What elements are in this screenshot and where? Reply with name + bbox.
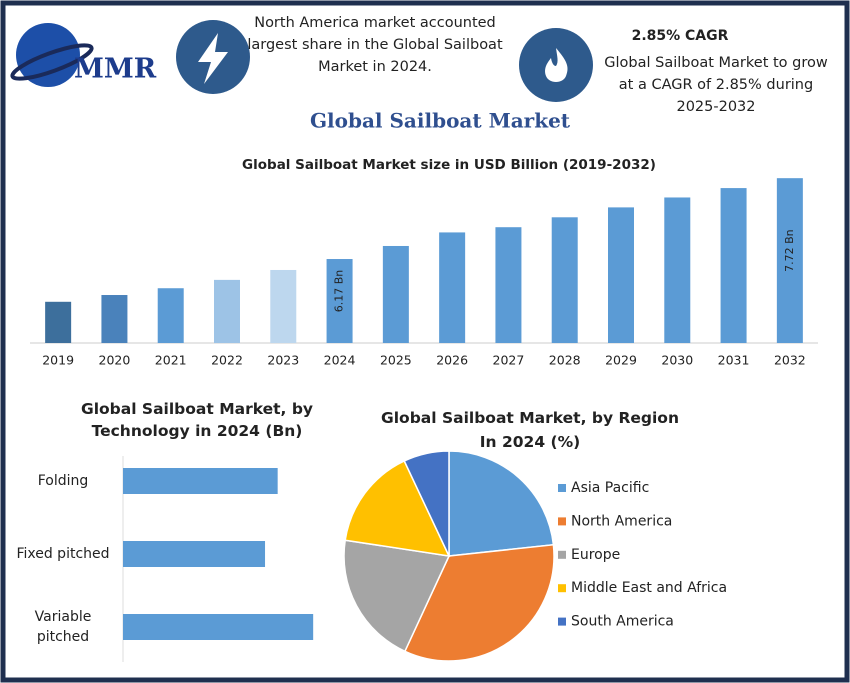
x-tick-label: 2019 [42, 353, 74, 368]
x-tick-label: 2031 [718, 353, 750, 368]
bar [123, 614, 314, 640]
cagr-title: 2.85% CAGR [632, 28, 729, 44]
bar [123, 468, 278, 494]
x-tick-label: 2026 [436, 353, 468, 368]
cagr-text: Global Sailboat Market to grow at a CAGR… [604, 55, 828, 115]
legend-marker [558, 517, 566, 526]
chart-title: Global Sailboat Market size in USD Billi… [242, 157, 656, 173]
x-tick-label: 2032 [774, 353, 806, 368]
pie-slice [448, 450, 555, 557]
bar [439, 232, 466, 343]
bar [214, 279, 240, 343]
bar [495, 227, 522, 343]
legend-label: South America [571, 614, 674, 630]
icon-circle [519, 28, 593, 102]
bar [720, 188, 747, 343]
bar [123, 541, 266, 567]
bar [776, 178, 803, 343]
x-tick-label: 2021 [155, 353, 187, 368]
bar [101, 295, 128, 343]
legend-label: Asia Pacific [571, 480, 649, 496]
pie-slice [403, 450, 450, 557]
pie-slice [343, 539, 451, 653]
y-tick-label: Variable pitched [34, 609, 92, 645]
bar [270, 269, 297, 343]
x-tick-label: 2024 [324, 353, 356, 368]
bar [157, 288, 184, 343]
legend-marker [558, 550, 566, 559]
value-label: 7.72 Bn [783, 229, 796, 272]
chart-title: Global Sailboat Market, by Technology in… [80, 400, 314, 440]
x-tick-label: 2029 [605, 353, 637, 368]
bar [664, 197, 691, 343]
x-tick-label: 2022 [211, 353, 243, 368]
x-tick-label: 2023 [267, 353, 299, 368]
bar [608, 207, 634, 343]
legend-label: Europe [571, 547, 620, 563]
x-tick-label: 2027 [493, 353, 525, 368]
pie-slice [403, 543, 555, 662]
bar [551, 217, 578, 343]
legend-marker [558, 484, 566, 492]
lightning-icon [198, 33, 228, 84]
x-tick-label: 2028 [549, 353, 581, 368]
chart-title: Global Sailboat Market, by Region In 202… [381, 409, 679, 451]
legend-label: North America [571, 513, 672, 529]
x-tick-label: 2020 [99, 353, 131, 368]
logo-text: MMR [74, 54, 157, 85]
legend-marker [558, 617, 566, 626]
legend-marker [558, 584, 566, 593]
main-title: Global Sailboat Market [310, 109, 571, 133]
pie-slice [344, 459, 451, 557]
x-tick-label: 2025 [380, 353, 412, 368]
bar [382, 245, 409, 343]
note: North America market accounted largest s… [247, 15, 503, 75]
y-tick-label: Fixed pitched [16, 546, 110, 562]
logo-ring [10, 43, 94, 81]
y-tick-label: Folding [37, 473, 89, 489]
bar [45, 301, 72, 343]
bar [326, 259, 353, 343]
fire-icon [545, 48, 568, 82]
legend-label: Middle East and Africa [571, 580, 727, 596]
value-label: 6.17 Bn [333, 270, 346, 313]
x-tick-label: 2030 [661, 353, 693, 368]
